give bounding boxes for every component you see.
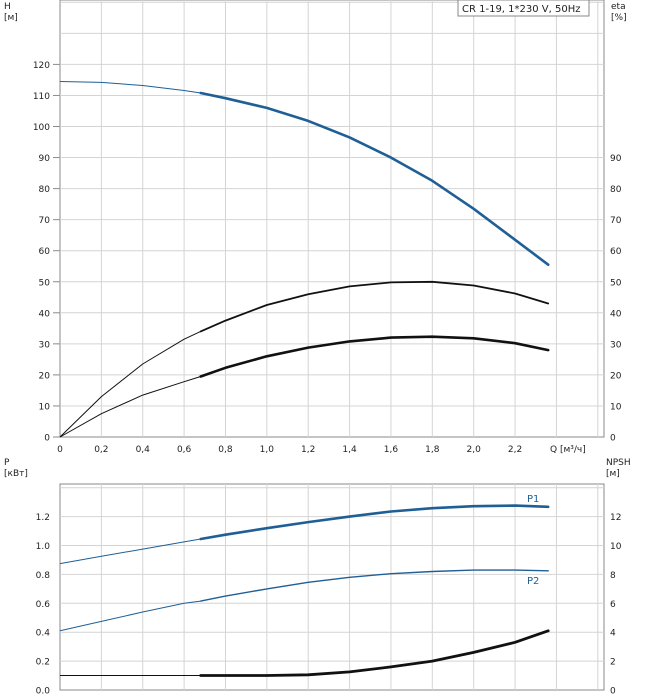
y-tick-label-right: 50	[610, 278, 622, 288]
y-tick-label-left: 110	[33, 92, 50, 102]
y-tick-label-right: 60	[610, 247, 622, 257]
curve-operating-segment	[199, 335, 550, 378]
y-tick-label-right: 80	[610, 185, 622, 195]
p-tick-label: 0.6	[36, 600, 51, 610]
p-tick-label: 0.4	[36, 629, 51, 639]
p-tick-label: 1.0	[36, 542, 51, 552]
y-tick-label-right: 30	[610, 340, 622, 350]
bottom-panel-frame	[59, 483, 605, 691]
bottom-panel-grid	[59, 483, 605, 691]
y-axis-label-left: H [м]	[4, 2, 18, 23]
x-tick-label: 0,8	[218, 445, 233, 455]
y-tick-label-left: 100	[33, 123, 50, 133]
y-tick-label-left: 0	[44, 434, 50, 444]
y-tick-label-right: 90	[610, 154, 622, 164]
curve-operating-segment	[199, 91, 550, 266]
curve-thin-segment	[59, 538, 201, 565]
x-tick-label: 1,0	[260, 445, 275, 455]
npsh-tick-label: 10	[610, 542, 622, 552]
x-tick-label: 0,2	[94, 445, 108, 455]
y-tick-label-right: 70	[610, 216, 622, 226]
curve-operating-segment	[200, 569, 549, 602]
x-tick-label: 2,2	[508, 445, 522, 455]
y-axis-label-right: eta [%]	[611, 2, 627, 23]
curve-thin-segment	[59, 376, 201, 438]
y-tick-label-right: 0	[610, 434, 616, 444]
y-tick-label-left: 120	[33, 61, 50, 71]
npsh-axis-label: NPSH [м]	[606, 458, 631, 479]
y-tick-label-right: 40	[610, 309, 622, 319]
npsh-tick-label: 8	[610, 571, 616, 581]
top-panel-grid	[59, 0, 605, 438]
curve-operating-segment	[199, 504, 550, 541]
npsh-tick-label: 12	[610, 513, 621, 523]
x-tick-label: 1,6	[384, 445, 399, 455]
y-tick-label-left: 60	[39, 247, 51, 257]
npsh-tick-label: 0	[610, 687, 616, 697]
npsh-tick-label: 6	[610, 600, 616, 610]
series-label-p1: P1	[527, 494, 539, 505]
y-tick-label-left: 80	[39, 185, 51, 195]
curve-operating-segment	[199, 629, 550, 677]
npsh-tick-label: 2	[610, 658, 616, 668]
x-tick-label: 2,0	[467, 445, 482, 455]
curve-operating-segment	[199, 280, 550, 333]
y-tick-label-left: 50	[39, 278, 51, 288]
series-label-p2: P2	[527, 576, 539, 587]
p-tick-label: 0.2	[36, 658, 50, 668]
curve-thin-segment	[59, 600, 201, 632]
npsh-tick-label: 4	[610, 629, 616, 639]
x-tick-label: 0,4	[136, 445, 151, 455]
y-tick-label-right: 20	[610, 371, 622, 381]
y-tick-label-left: 70	[39, 216, 51, 226]
axis-labels: H [м] eta [%] Q [м³/ч] P [кВт] NPSH [м]	[4, 2, 631, 479]
legend: CR 1-19, 1*230 V, 50Hz P1 P2	[457, 0, 590, 587]
y-tick-label-right: 10	[610, 402, 622, 412]
legend-box	[457, 0, 590, 17]
x-axis-label: Q [м³/ч]	[550, 445, 586, 455]
top-panel-frame	[59, 0, 605, 438]
x-tick-label: 0,6	[177, 445, 192, 455]
p-tick-label: 0.8	[36, 571, 51, 581]
x-tick-label: 1,2	[301, 445, 315, 455]
p-axis-label: P [кВт]	[4, 458, 28, 479]
curve-thin-segment	[59, 81, 201, 94]
p-tick-label: 1.2	[36, 513, 50, 523]
y-tick-label-left: 90	[39, 154, 51, 164]
y-tick-label-left: 20	[39, 371, 51, 381]
x-tick-label: 1,8	[425, 445, 440, 455]
chart-curves	[59, 81, 550, 677]
y-tick-label-left: 40	[39, 309, 51, 319]
y-tick-label-left: 30	[39, 340, 51, 350]
curve-thin-segment	[59, 330, 201, 438]
tick-labels: 0102030405060708090100110120010203040506…	[33, 61, 622, 697]
x-tick-label: 1,4	[342, 445, 357, 455]
x-tick-label: 0	[57, 445, 63, 455]
p-tick-label: 0.0	[36, 687, 51, 697]
y-tick-label-left: 10	[39, 402, 51, 412]
legend-label: CR 1-19, 1*230 V, 50Hz	[462, 4, 580, 15]
